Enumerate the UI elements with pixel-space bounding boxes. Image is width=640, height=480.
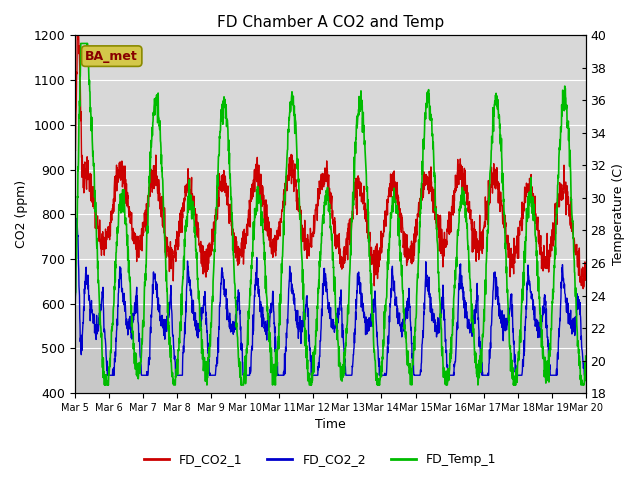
Bar [75, 36, 586, 304]
Text: BA_met: BA_met [85, 49, 138, 63]
Legend: FD_CO2_1, FD_CO2_2, FD_Temp_1: FD_CO2_1, FD_CO2_2, FD_Temp_1 [139, 448, 501, 471]
Y-axis label: Temperature (C): Temperature (C) [612, 163, 625, 265]
Y-axis label: CO2 (ppm): CO2 (ppm) [15, 180, 28, 248]
X-axis label: Time: Time [315, 419, 346, 432]
Title: FD Chamber A CO2 and Temp: FD Chamber A CO2 and Temp [217, 15, 444, 30]
